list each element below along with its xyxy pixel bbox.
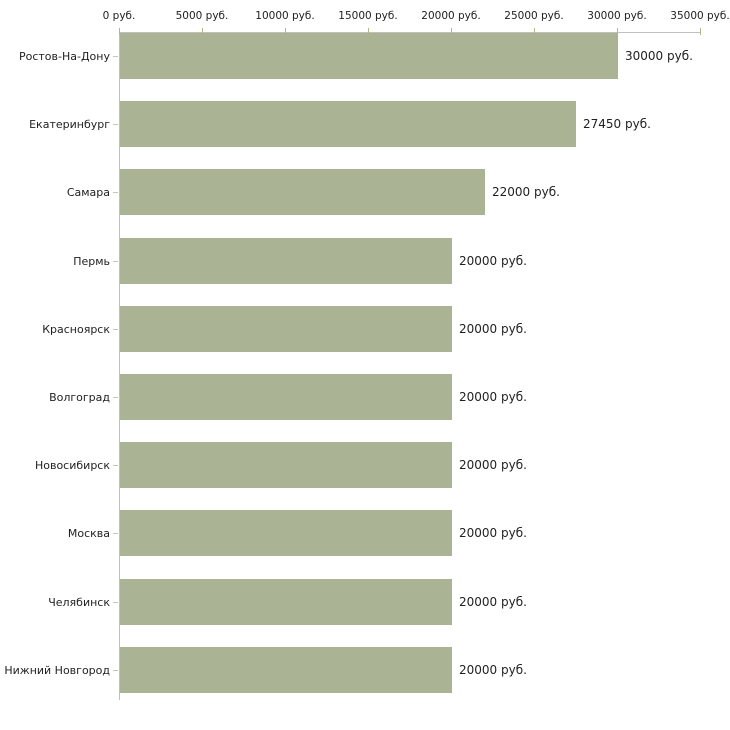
value-label: 20000 руб. (459, 526, 527, 540)
bar (120, 374, 452, 420)
bar-row: Самара 22000 руб. (0, 169, 730, 215)
category-tick (113, 192, 118, 193)
value-label: 30000 руб. (625, 49, 693, 63)
bar-row: Екатеринбург 27450 руб. (0, 101, 730, 147)
bar-row: Красноярск 20000 руб. (0, 306, 730, 352)
category-tick (113, 56, 118, 57)
category-label: Красноярск (42, 322, 110, 336)
bar (120, 442, 452, 488)
x-axis-tick-label: 30000 руб. (587, 10, 647, 22)
x-axis-tick-label: 0 руб. (102, 10, 136, 22)
x-axis-tick (700, 28, 701, 35)
value-label: 20000 руб. (459, 254, 527, 268)
category-label: Челябинск (48, 595, 110, 609)
bar-row: Нижний Новгород 20000 руб. (0, 647, 730, 693)
category-label: Москва (67, 526, 110, 540)
bar-row: Новосибирск 20000 руб. (0, 442, 730, 488)
x-axis-tick-label: 35000 руб. (670, 10, 730, 22)
category-tick (113, 261, 118, 262)
value-label: 20000 руб. (459, 458, 527, 472)
x-axis-tick (285, 28, 286, 35)
category-tick (113, 465, 118, 466)
bar-row: Челябинск 20000 руб. (0, 579, 730, 625)
category-tick (113, 329, 118, 330)
bar-row: Москва 20000 руб. (0, 510, 730, 556)
x-axis-tick (617, 28, 618, 35)
category-tick (113, 124, 118, 125)
category-tick (113, 602, 118, 603)
category-label: Ростов-На-Дону (18, 49, 110, 63)
x-axis-tick-label: 25000 руб. (504, 10, 564, 22)
category-label: Пермь (73, 254, 110, 268)
bar (120, 579, 452, 625)
x-axis-tick (119, 28, 120, 35)
category-label: Новосибирск (34, 458, 110, 472)
value-label: 20000 руб. (459, 663, 527, 677)
bar (120, 33, 618, 79)
bar (120, 647, 452, 693)
bar (120, 238, 452, 284)
category-label: Волгоград (49, 390, 110, 404)
category-label: Самара (66, 185, 110, 199)
category-label: Екатеринбург (29, 117, 110, 131)
x-axis-tick (202, 28, 203, 35)
bar (120, 101, 576, 147)
bar (120, 306, 452, 352)
x-axis-tick-label: 15000 руб. (338, 10, 398, 22)
x-axis-tick-label: 10000 руб. (255, 10, 315, 22)
x-axis-line (119, 32, 701, 33)
category-label: Нижний Новгород (4, 663, 110, 677)
category-tick (113, 533, 118, 534)
y-axis-line (119, 32, 120, 700)
x-axis-tick (534, 28, 535, 35)
value-label: 27450 руб. (583, 117, 651, 131)
x-axis-tick (451, 28, 452, 35)
bar (120, 169, 485, 215)
x-axis-tick (368, 28, 369, 35)
bar (120, 510, 452, 556)
value-label: 20000 руб. (459, 322, 527, 336)
bar-row: Ростов-На-Дону 30000 руб. (0, 33, 730, 79)
x-axis-tick-label: 20000 руб. (421, 10, 481, 22)
value-label: 20000 руб. (459, 390, 527, 404)
bar-row: Пермь 20000 руб. (0, 238, 730, 284)
x-axis-tick-label: 5000 руб. (175, 10, 229, 22)
category-tick (113, 397, 118, 398)
value-label: 22000 руб. (492, 185, 560, 199)
value-label: 20000 руб. (459, 595, 527, 609)
bar-row: Волгоград 20000 руб. (0, 374, 730, 420)
category-tick (113, 670, 118, 671)
